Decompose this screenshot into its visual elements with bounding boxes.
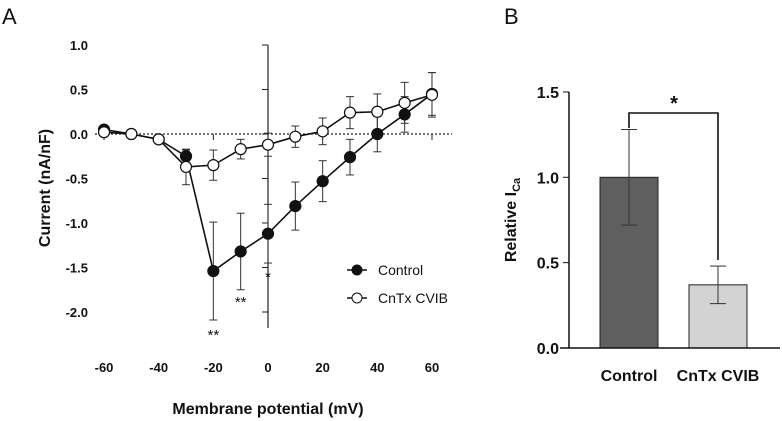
x-tick-label: 40 — [370, 360, 384, 375]
data-point — [261, 138, 275, 151]
data-point — [343, 151, 357, 164]
data-point — [398, 96, 411, 109]
data-point — [125, 127, 138, 141]
data-point — [234, 245, 247, 258]
y-tick-label: 1.5 — [537, 85, 559, 102]
data-point — [316, 125, 329, 138]
x-tick-label: 60 — [425, 360, 439, 375]
y-tick-label: -2.0 — [66, 305, 88, 320]
y-tick-label: 0.0 — [537, 341, 559, 358]
x-tick-label: CnTx CVIB — [677, 368, 760, 385]
legend-label: Control — [378, 262, 423, 278]
data-point — [207, 264, 220, 278]
data-point — [261, 227, 275, 240]
data-point — [179, 150, 193, 163]
y-axis-label: Relative ICa — [503, 177, 523, 262]
y-tick-label: 1.0 — [537, 170, 559, 187]
significance-marker: ** — [207, 327, 219, 344]
x-tick-label: Control — [601, 368, 658, 385]
y-tick-label: 0.0 — [70, 127, 88, 142]
x-tick-label: -40 — [149, 360, 168, 375]
y-axis-label-subscript: Ca — [511, 177, 523, 192]
y-axis-label: Current (nA/nF) — [37, 129, 54, 247]
data-point — [152, 133, 165, 146]
data-point — [371, 105, 384, 118]
iv-curve-chart: 1.0 0.5 0.0 -0.5 -1.0 -1.5 -2.0 -60 -40 -20 0 20 40 6… — [37, 38, 452, 418]
y-tick-label: -1.5 — [66, 261, 88, 276]
significance-marker: * — [265, 269, 271, 286]
x-tick-label: -20 — [204, 360, 223, 375]
significance-bracket — [628, 112, 719, 260]
data-point — [398, 108, 411, 121]
panel-a-label: A — [2, 4, 17, 29]
y-tick-label: 0.5 — [70, 83, 88, 98]
data-point — [207, 159, 220, 172]
data-point — [371, 127, 384, 141]
data-point — [234, 143, 247, 156]
significance-marker: * — [670, 93, 678, 115]
data-point — [97, 126, 111, 139]
legend-marker — [351, 292, 363, 304]
y-tick-label: -1.0 — [66, 216, 88, 231]
bar-chart: Control CnTx CVIB 0.0 0.5 1.0 1.5 * Relative IC… — [503, 85, 780, 385]
significance-marker: ** — [235, 294, 247, 311]
legend-label: CnTx CVIB — [378, 290, 448, 306]
data-point — [289, 130, 302, 143]
data-point — [179, 160, 193, 174]
data-point — [343, 106, 357, 119]
x-tick-label: -60 — [95, 360, 114, 375]
y-tick-label: -0.5 — [66, 172, 88, 187]
data-point — [289, 199, 302, 213]
panel-b-label: B — [504, 4, 519, 29]
data-point — [316, 175, 329, 188]
legend-marker — [351, 264, 363, 276]
y-tick-label: 1.0 — [70, 38, 88, 53]
x-tick-label: 0 — [264, 360, 271, 375]
data-point — [425, 88, 439, 101]
y-axis-label-main: Relative I — [503, 192, 520, 262]
x-tick-label: 20 — [315, 360, 329, 375]
x-axis-label: Membrane potential (mV) — [172, 401, 363, 418]
y-tick-label: 0.5 — [537, 256, 559, 273]
